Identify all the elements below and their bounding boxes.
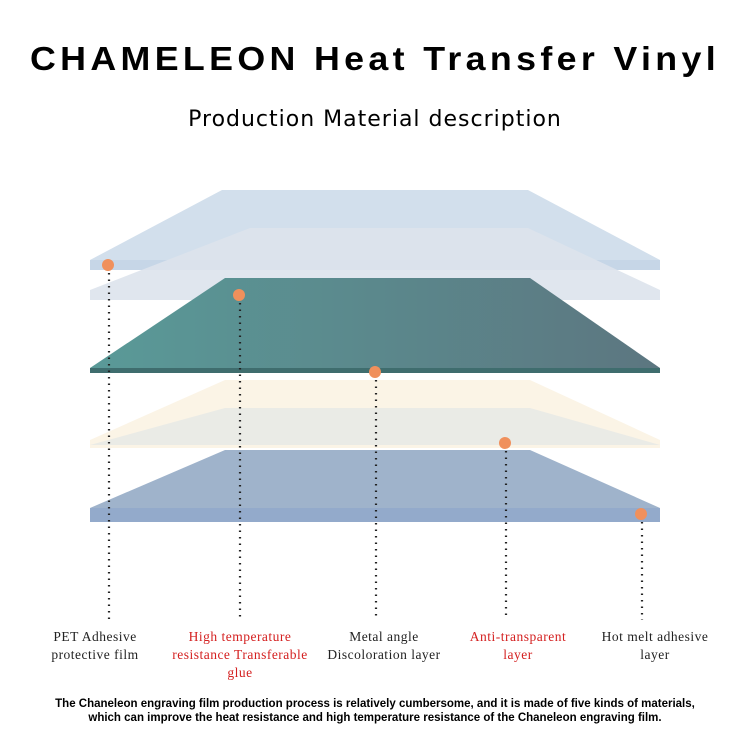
layer-5	[90, 450, 660, 522]
labels: PET Adhesive protective film High temperat…	[51, 629, 708, 680]
pin-dot	[499, 437, 511, 449]
layer-label: High temperature	[189, 629, 292, 644]
pin-dot	[102, 259, 114, 271]
pin-dot	[635, 508, 647, 520]
layer-3	[90, 278, 660, 373]
pin-dot	[369, 366, 381, 378]
layer-label: Discoloration layer	[327, 647, 440, 662]
title: CHAMELEON Heat Transfer Vinyl	[30, 40, 720, 77]
layer-label: Anti-transparent	[470, 629, 566, 644]
layer-label: layer	[503, 647, 532, 662]
footer-line: The Chaneleon engraving film production …	[55, 698, 695, 710]
layer-label: layer	[640, 647, 669, 662]
layer-label: glue	[227, 665, 252, 680]
layer-label: protective film	[51, 647, 138, 662]
layer-label: PET Adhesive	[53, 629, 136, 644]
pin-dot	[233, 289, 245, 301]
layer-label: resistance Transferable	[172, 647, 308, 662]
layer-label: Hot melt adhesive	[602, 629, 709, 644]
layer-5-edge	[90, 508, 660, 522]
pins	[102, 259, 647, 620]
subtitle: Production Material description	[188, 107, 562, 132]
layer-label: Metal angle	[349, 629, 419, 644]
footer-line: which can improve the heat resistance an…	[87, 712, 661, 724]
